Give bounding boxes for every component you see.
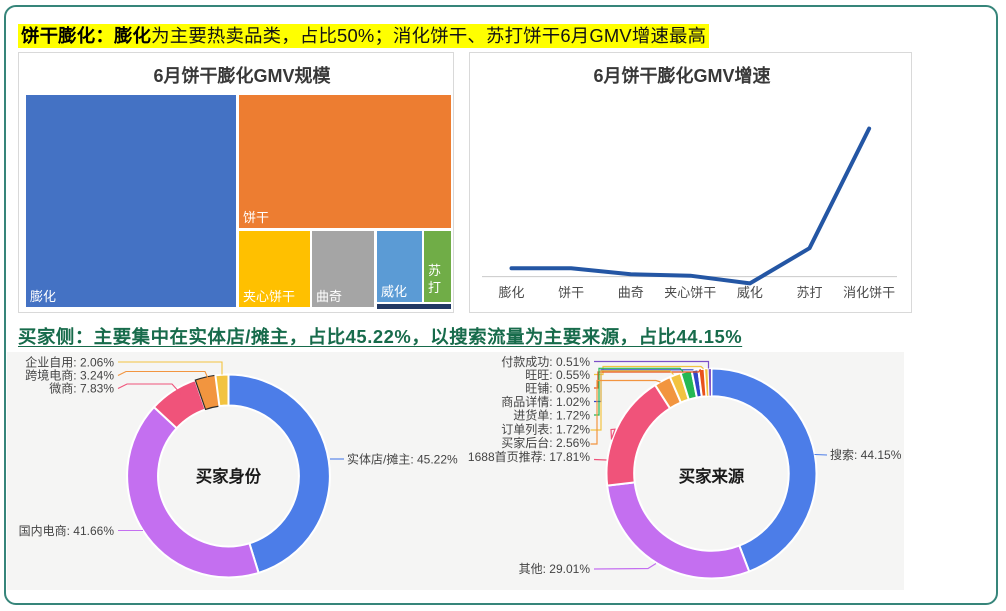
svg-text:饼干: 饼干 xyxy=(558,285,584,300)
svg-text:苏打: 苏打 xyxy=(796,285,822,300)
svg-text:微商: 7.83%: 微商: 7.83% xyxy=(49,381,114,396)
svg-text:夹心饼干: 夹心饼干 xyxy=(664,285,716,300)
svg-text:其他: 29.01%: 其他: 29.01% xyxy=(519,562,591,576)
svg-text:膨化: 膨化 xyxy=(498,285,524,300)
svg-text:1688首页推荐: 17.81%: 1688首页推荐: 17.81% xyxy=(468,450,590,464)
svg-text:买家身份: 买家身份 xyxy=(196,467,262,486)
svg-text:商品详情: 1.02%: 商品详情: 1.02% xyxy=(501,394,590,409)
svg-text:进货单: 1.72%: 进货单: 1.72% xyxy=(513,408,590,423)
svg-text:搜索: 44.15%: 搜索: 44.15% xyxy=(830,447,902,462)
svg-text:旺铺: 0.95%: 旺铺: 0.95% xyxy=(525,382,590,396)
svg-text:国内电商: 41.66%: 国内电商: 41.66% xyxy=(19,523,115,538)
svg-text:消化饼干: 消化饼干 xyxy=(843,285,895,300)
svg-text:跨境电商: 3.24%: 跨境电商: 3.24% xyxy=(25,368,114,383)
svg-text:企业自用: 2.06%: 企业自用: 2.06% xyxy=(25,355,114,370)
svg-text:买家来源: 买家来源 xyxy=(679,467,745,486)
svg-text:旺旺: 0.55%: 旺旺: 0.55% xyxy=(525,368,590,382)
svg-text:实体店/摊主: 45.22%: 实体店/摊主: 45.22% xyxy=(347,452,458,467)
svg-text:订单列表: 1.72%: 订单列表: 1.72% xyxy=(501,423,590,437)
svg-text:曲奇: 曲奇 xyxy=(618,285,644,300)
svg-text:付款成功: 0.51%: 付款成功: 0.51% xyxy=(501,355,590,369)
svg-text:威化: 威化 xyxy=(737,285,763,300)
svg-text:买家后台: 2.56%: 买家后台: 2.56% xyxy=(501,435,590,450)
